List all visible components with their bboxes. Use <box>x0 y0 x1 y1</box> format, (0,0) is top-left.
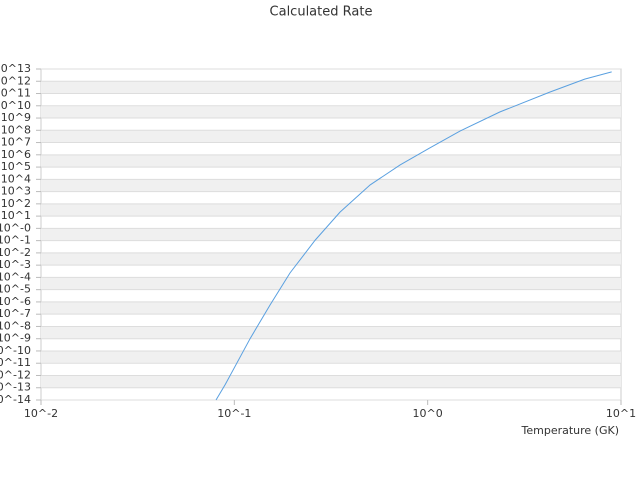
y-tick-label: 10^8 <box>1 123 31 136</box>
y-tick-label: 10^4 <box>1 172 31 185</box>
y-tick-label: 10^7 <box>1 136 31 149</box>
grid-band <box>41 326 621 339</box>
y-tick-label: 10^12 <box>0 74 31 87</box>
grid-band <box>41 228 621 241</box>
y-tick-label: 10^-7 <box>0 307 31 320</box>
grid-band <box>41 375 621 388</box>
x-tick-label: 10^1 <box>606 407 636 420</box>
y-tick-label: 10^-12 <box>0 368 31 381</box>
y-tick-label: 10^-9 <box>0 332 31 345</box>
y-tick-label: 10^11 <box>0 87 31 100</box>
y-tick-label: 10^-10 <box>0 344 31 357</box>
x-tick-label: 10^-1 <box>217 407 251 420</box>
y-tick-label: 10^13 <box>0 62 31 75</box>
grid-band <box>41 252 621 266</box>
y-tick-label: 10^-6 <box>0 295 31 308</box>
chart-title: Calculated Rate <box>270 5 373 20</box>
y-tick-label: 10^-1 <box>0 234 31 247</box>
grid-band <box>41 130 621 143</box>
grid-band <box>41 81 621 94</box>
y-tick-label: 10^10 <box>0 99 31 112</box>
x-axis-label: Temperature (GK) <box>521 424 620 437</box>
y-tick-label: 10^1 <box>1 209 31 222</box>
grid-band <box>41 277 621 290</box>
x-tick-label: 10^-2 <box>24 407 58 420</box>
grid-band <box>41 350 621 364</box>
y-tick-label: 10^9 <box>1 111 31 124</box>
y-tick-label: 10^-0 <box>0 221 31 234</box>
grid-band <box>41 179 621 192</box>
y-tick-label: 10^-5 <box>0 283 31 296</box>
y-tick-label: 10^2 <box>1 197 31 210</box>
data-line <box>215 71 612 401</box>
y-tick-label: 10^-4 <box>0 270 31 283</box>
grid-band <box>41 154 621 168</box>
y-tick-label: 10^5 <box>1 160 31 173</box>
grid-band <box>41 301 621 315</box>
y-tick-label: 10^3 <box>1 185 31 198</box>
grid-band <box>41 203 621 217</box>
y-tick-label: 10^-2 <box>0 246 31 259</box>
y-tick-label: 10^-8 <box>0 319 31 332</box>
y-tick-label: 10^-13 <box>0 381 31 394</box>
y-tick-label: 10^6 <box>1 148 31 161</box>
grid-band <box>41 105 621 119</box>
x-tick-label: 10^0 <box>413 407 443 420</box>
y-tick-label: 10^-14 <box>0 393 31 406</box>
y-tick-label: 10^-3 <box>0 258 31 271</box>
y-tick-label: 10^-11 <box>0 356 31 369</box>
